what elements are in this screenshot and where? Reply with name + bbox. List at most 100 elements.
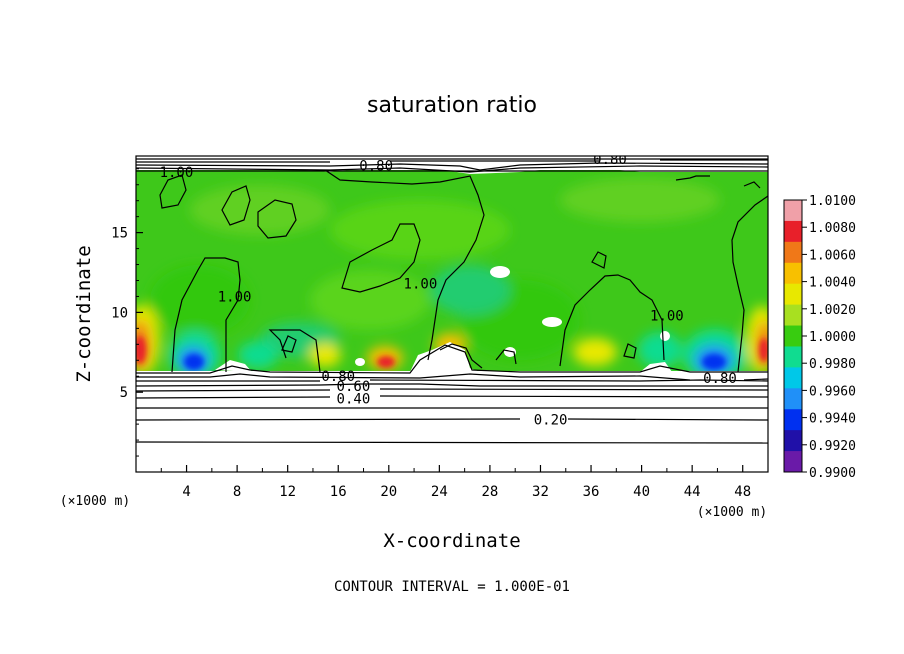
contour-label: 0.20 [534,412,568,428]
colorbar-swatch [784,346,802,368]
hole-near-surface [410,342,480,372]
field-patch [430,265,510,315]
field-core [184,354,204,370]
contour-interval-note: CONTOUR INTERVAL = 1.000E-01 [334,579,570,595]
colorbar-swatch [784,451,802,473]
x-tick-label: 32 [532,484,549,500]
colorbar-tick-label: 0.9920 [809,439,856,454]
y-axis: 5 10 15 [111,168,143,457]
x-axis: 4 8 12 16 20 24 28 32 36 40 44 48 [160,465,751,500]
contour-line [743,181,761,189]
field-cold [238,341,278,369]
x-tick-label: 28 [481,484,498,500]
colorbar-tick-label: 1.0100 [809,194,856,209]
y-unit-label: (×1000 m) [697,505,767,520]
x-tick-label: 48 [734,484,751,500]
x-tick-label: 16 [330,484,347,500]
colorbar-swatch [784,200,802,222]
contour-line [136,383,768,387]
field-core [702,354,726,370]
colorbar-swatch [784,262,802,285]
contour-lines [136,158,768,444]
x-tick-label: 4 [182,484,190,500]
colorbar-tick-label: 0.9960 [809,384,856,399]
hole-cloud [490,266,510,278]
colorbar-tick-label: 0.9900 [809,466,856,481]
contour-label: 1.00 [650,309,684,325]
contour-line [136,344,768,374]
contour-label: 0.80 [593,152,627,168]
contour-line [324,169,485,361]
contour-line [281,335,297,353]
colorbar-swatch [784,304,802,327]
contour-label: 0.80 [703,371,737,387]
colorbar-tick-label: 1.0080 [809,221,856,236]
heatmap-field [136,170,768,381]
contour-line [171,257,241,373]
contour-line [136,395,768,399]
hole-cloud [542,317,562,327]
x-tick-label: 36 [583,484,600,500]
x-tick-label: 24 [431,484,448,500]
field-core [759,338,768,362]
contour-line [136,441,768,444]
contour-label: 0.80 [321,369,355,385]
hole-cloud [660,331,670,341]
colorbar-tick-label: 0.9940 [809,412,856,427]
hole-cloud [504,347,516,357]
contour-line [591,251,607,269]
x-axis-title: X-coordinate [383,530,520,552]
colorbar-swatch [784,220,802,243]
x-tick-label: 44 [684,484,701,500]
contour-line [623,343,637,359]
contour-line [136,162,768,171]
field-patch [330,200,510,260]
contour-line [268,329,321,373]
contour-line [495,349,517,365]
field-core [377,356,395,368]
contour-line [136,388,768,392]
contour-line [675,175,710,181]
plot-area: 1.00 0.80 0.801.001.001.000.800.600.400.20… [136,152,768,472]
contour-line [439,343,483,369]
field-warm-spot [573,338,617,366]
contour-label: 0.40 [337,392,371,408]
field-patch [150,265,250,335]
colorbar-swatch [784,241,802,264]
colorbar: 1.0100 1.0080 1.0060 1.0040 1.0020 1.0000 0.99… [783,194,856,481]
field-patch [560,178,720,222]
y-tick-label: 5 [120,385,128,401]
colorbar-tick-label: 1.0020 [809,303,856,318]
colorbar-swatch [784,325,802,347]
x-tick-label: 20 [380,484,397,500]
contour-line [221,185,251,226]
contour-line [136,159,768,163]
colorbar-swatch [784,283,802,306]
contour-line [257,199,297,239]
hole-cloud [355,358,365,366]
x-unit-label: (×1000 m) [60,494,130,509]
contour-line [136,418,768,421]
contour-line [559,274,665,367]
colorbar-tick-label: 1.0060 [809,248,856,263]
hole-top-strip [136,156,768,174]
x-tick-label: 12 [279,484,296,500]
plot-frame [135,155,769,473]
y-tick-label: 15 [111,226,128,242]
field-warm-spot [309,343,341,367]
contour-label: 1.00 [218,289,252,305]
contour-label: 0.60 [337,379,371,395]
contour-line [136,379,768,382]
colorbar-tick-label: 1.0000 [809,330,856,345]
colorbar-swatch [784,367,802,389]
colorbar-swatch [784,409,802,431]
contour-label: 0.80 [359,159,393,175]
y-axis-title: Z-coordinate [73,245,95,382]
x-tick-label: 40 [633,484,650,500]
x-tick-label: 8 [233,484,241,500]
chart-title: saturation ratio [367,93,537,118]
field-cold [638,332,682,368]
field-patch [310,270,430,330]
contour-line [731,195,768,373]
